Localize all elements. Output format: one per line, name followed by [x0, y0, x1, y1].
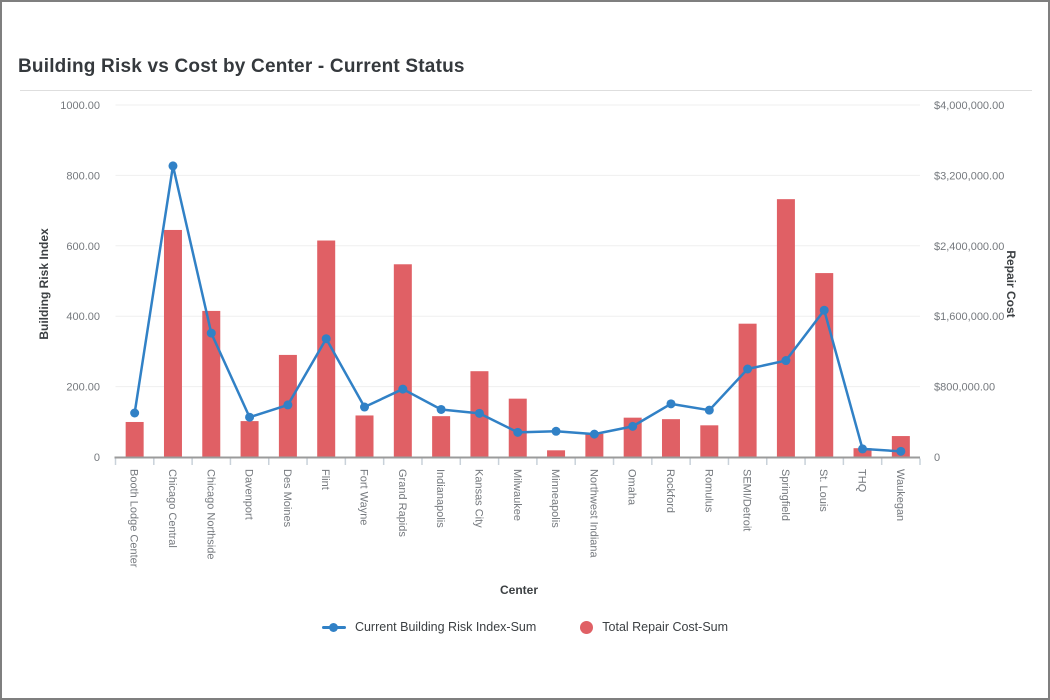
x-tick-label: Minneapolis [549, 469, 561, 528]
line-marker-dot-icon [328, 622, 338, 632]
risk-point[interactable] [436, 404, 446, 414]
risk-point[interactable] [283, 400, 293, 410]
x-tick-label: Des Moines [281, 469, 293, 528]
repair-cost-bar[interactable] [202, 310, 221, 457]
y-tick-label-left: 0 [94, 452, 100, 464]
repair-cost-bar[interactable] [125, 421, 144, 457]
x-tick-label: Grand Rapids [396, 469, 408, 537]
risk-point[interactable] [551, 426, 561, 436]
right-axis-title: Repair Cost [1004, 250, 1018, 318]
x-axis-title: Center [499, 583, 539, 597]
repair-cost-bar[interactable] [776, 199, 795, 457]
legend-item-repair-cost[interactable]: Total Repair Cost-Sum [580, 620, 728, 634]
repair-cost-bar[interactable] [508, 398, 527, 457]
risk-point[interactable] [360, 402, 370, 412]
x-tick-label: Booth Lodge Center [128, 469, 140, 568]
risk-point[interactable] [474, 408, 484, 418]
left-axis-title: Building Risk Index [37, 228, 51, 340]
repair-cost-bar[interactable] [317, 240, 336, 457]
repair-cost-bar[interactable] [738, 323, 757, 457]
risk-point[interactable] [666, 399, 676, 409]
repair-cost-bar[interactable] [815, 273, 834, 457]
repair-cost-bar[interactable] [547, 450, 566, 457]
x-tick-label: Romulus [702, 469, 714, 513]
y-tick-label-left: 200.00 [66, 382, 100, 394]
repair-cost-bar[interactable] [163, 229, 182, 457]
y-tick-label-left: 400.00 [66, 311, 100, 323]
risk-point[interactable] [781, 356, 791, 366]
repair-cost-bar[interactable] [240, 421, 259, 457]
bar-series-marker-icon [580, 620, 594, 634]
repair-cost-bar[interactable] [393, 264, 412, 457]
risk-point[interactable] [206, 328, 216, 338]
risk-point[interactable] [513, 427, 523, 437]
risk-point[interactable] [589, 429, 599, 439]
risk-point[interactable] [321, 334, 331, 344]
x-tick-label: Flint [319, 469, 331, 490]
x-tick-label: Chicago Northside [204, 469, 216, 560]
risk-point[interactable] [628, 421, 638, 431]
legend-label-risk: Current Building Risk Index-Sum [354, 620, 537, 634]
y-tick-label-left: 800.00 [66, 170, 100, 182]
x-tick-label: Kansas City [472, 469, 484, 528]
y-tick-label-right: 0 [934, 452, 940, 464]
x-tick-label: Indianapolis [434, 469, 446, 528]
risk-point[interactable] [704, 405, 714, 415]
x-tick-label: Rockford [664, 469, 676, 513]
risk-point[interactable] [743, 364, 753, 374]
x-tick-label: Springfield [779, 469, 791, 521]
x-tick-label: SEMI/Detroit [741, 469, 753, 531]
risk-point[interactable] [130, 408, 140, 418]
y-tick-label-right: $4,000,000.00 [934, 100, 1004, 112]
line-series-marker-icon [321, 622, 346, 632]
repair-cost-bar[interactable] [585, 433, 604, 457]
legend-item-risk-line[interactable]: Current Building Risk Index-Sum [321, 620, 537, 634]
risk-point[interactable] [858, 444, 868, 454]
x-tick-label: St. Louis [817, 469, 829, 512]
risk-point[interactable] [168, 161, 178, 171]
repair-cost-bar[interactable] [700, 425, 719, 457]
y-tick-label-right: $3,200,000.00 [934, 170, 1004, 182]
title-divider [20, 90, 1032, 91]
x-tick-label: Chicago Central [166, 469, 178, 548]
legend-label-cost: Total Repair Cost-Sum [602, 620, 729, 634]
risk-point[interactable] [398, 384, 408, 394]
y-tick-label-right: $2,400,000.00 [934, 241, 1004, 253]
x-tick-label: Davenport [243, 469, 255, 520]
x-tick-label: Northwest Indiana [587, 469, 599, 559]
chart-title: Building Risk vs Cost by Center - Curren… [18, 56, 465, 77]
x-tick-label: Milwaukee [511, 469, 523, 521]
risk-point[interactable] [896, 446, 906, 456]
y-tick-label-right: $1,600,000.00 [934, 311, 1004, 323]
repair-cost-bar[interactable] [355, 415, 374, 457]
y-tick-label-left: 1000.00 [60, 100, 100, 112]
x-tick-label: Fort Wayne [358, 469, 370, 525]
risk-point[interactable] [819, 305, 829, 315]
repair-cost-bar[interactable] [432, 416, 451, 457]
legend: Current Building Risk Index-Sum Total Re… [2, 620, 1048, 634]
y-tick-label-right: $800,000.00 [934, 382, 995, 394]
x-tick-label: THQ [856, 469, 868, 493]
risk-point[interactable] [245, 412, 255, 422]
x-tick-label: Omaha [626, 469, 638, 506]
repair-cost-bar[interactable] [661, 419, 680, 457]
y-tick-label-left: 600.00 [66, 241, 100, 253]
x-tick-label: Waukegan [894, 469, 906, 521]
